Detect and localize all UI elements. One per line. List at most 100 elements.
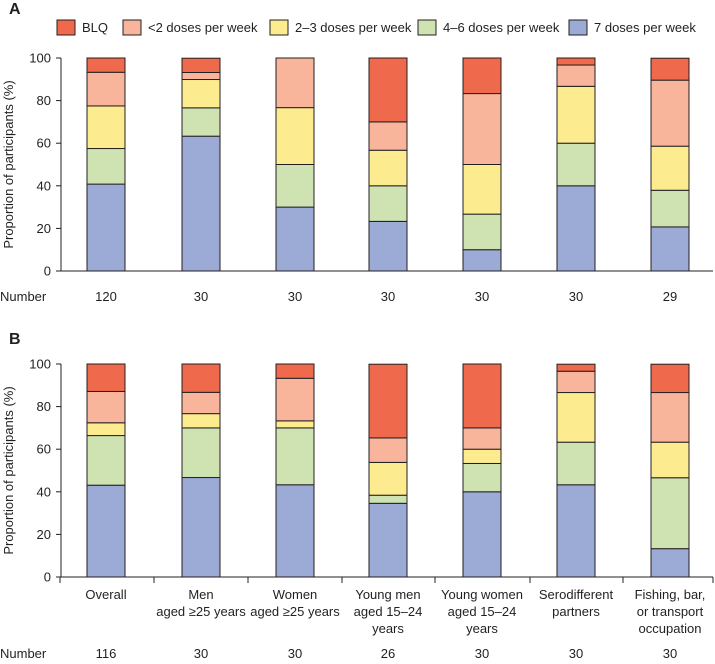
number-row-label: Number (0, 646, 47, 661)
bar-segment-d7 (275, 484, 315, 578)
bar-segment-d7 (650, 548, 690, 578)
panel-b: B Proportion of participants (%) 0 20 40 60 80… (0, 331, 714, 661)
bar-segment-BLQ (368, 363, 408, 439)
bar-segment-d7 (650, 226, 690, 272)
category-label: Men (188, 587, 213, 602)
y-tick-label: 20 (37, 221, 51, 236)
bar-segment-BLQ (650, 363, 690, 394)
bar-segment-BLQ (462, 363, 502, 429)
bar-segment-d46 (650, 189, 690, 228)
legend-label-d7: 7 doses per week (594, 20, 696, 35)
bar-segment-lt2 (275, 57, 315, 109)
bar-segment-lt2 (368, 437, 408, 463)
bar-segment-d46 (556, 441, 596, 486)
bar-segment-d23 (275, 420, 315, 429)
bar-segment-d23 (368, 149, 408, 187)
y-tick-label: 80 (37, 399, 51, 414)
bar-segment-d23 (275, 107, 315, 165)
bar-segment-d23 (556, 392, 596, 443)
bar-segment-lt2 (181, 391, 221, 415)
number-value: 30 (288, 289, 302, 304)
y-tick-label: 60 (37, 136, 51, 151)
legend-swatch-d7 (568, 19, 588, 36)
bar-segment-BLQ (86, 57, 126, 73)
number-value: 30 (663, 646, 677, 661)
bar-segment-d46 (181, 427, 221, 479)
category-label: Serodifferent (539, 587, 614, 602)
category-label: aged ≥25 years (156, 604, 246, 619)
legend-swatch-d23 (269, 19, 289, 36)
bar-segment-BLQ (556, 57, 596, 66)
category-label: aged 15–24 (354, 604, 423, 619)
category-label: Fishing, bar, (635, 587, 706, 602)
legend-label-lt2: <2 doses per week (148, 20, 258, 35)
bar-segment-d46 (86, 148, 126, 185)
number-value: 30 (569, 646, 583, 661)
category-label: Overall (85, 587, 126, 602)
category-label: Women (273, 587, 318, 602)
bar-segment-d23 (368, 461, 408, 496)
y-tick-label: 40 (37, 484, 51, 499)
bar-segment-d7 (368, 220, 408, 272)
bar-segment-d23 (650, 441, 690, 479)
legend-swatch-d46 (417, 19, 437, 36)
bar-segment-d46 (368, 494, 408, 504)
legend-label-BLQ: BLQ (82, 20, 108, 35)
bar-segment-lt2 (86, 71, 126, 107)
bar-segment-BLQ (181, 363, 221, 393)
number-value: 29 (663, 289, 677, 304)
bar-segment-d23 (86, 105, 126, 150)
category-label: Young men (355, 587, 420, 602)
bar-segment-BLQ (556, 363, 596, 372)
bar-segment-d7 (462, 249, 502, 272)
bar-segment-d7 (556, 484, 596, 578)
bar-segment-d23 (86, 422, 126, 437)
number-value: 30 (475, 646, 489, 661)
bar-segment-lt2 (181, 71, 221, 81)
bar-segment-lt2 (556, 370, 596, 394)
y-tick-label: 0 (44, 570, 51, 585)
legend: BLQ <2 doses per week 2–3 doses per week 4–… (56, 19, 696, 36)
bar-segment-d46 (650, 477, 690, 550)
y-axis-label: Proportion of participants (%) (1, 386, 16, 554)
panel-letter: A (9, 1, 21, 18)
bar-segment-d7 (181, 135, 221, 272)
bar-segment-BLQ (275, 363, 315, 379)
y-tick-label: 40 (37, 178, 51, 193)
number-value: 30 (194, 289, 208, 304)
bar-segment-BLQ (86, 363, 126, 392)
panel-letter: B (9, 331, 21, 348)
category-label: partners (552, 604, 600, 619)
category-label: years (372, 621, 404, 636)
y-axis-label: Proportion of participants (%) (1, 80, 16, 248)
number-value: 30 (288, 646, 302, 661)
bar-segment-d46 (462, 462, 502, 493)
bar-segment-d7 (275, 206, 315, 272)
bar-segment-d46 (275, 164, 315, 208)
bar-segment-d23 (462, 448, 502, 464)
category-label: aged 15–24 (448, 604, 517, 619)
category-label: or transport (637, 604, 704, 619)
bar-segment-d46 (275, 427, 315, 486)
number-value: 30 (475, 289, 489, 304)
panel-a: A Proportion of participants (%) 0 20 40 60 80… (0, 1, 713, 304)
bar-segment-lt2 (650, 79, 690, 147)
bar-segment-BLQ (368, 57, 408, 123)
bar-segment-d46 (462, 213, 502, 251)
number-value: 30 (569, 289, 583, 304)
y-tick-label: 20 (37, 527, 51, 542)
category-label: Young women (441, 587, 523, 602)
legend-swatch-BLQ (56, 19, 76, 36)
bar-segment-d7 (181, 477, 221, 578)
bar-segment-BLQ (181, 57, 221, 73)
number-value: 30 (381, 289, 395, 304)
bar-segment-d7 (556, 185, 596, 272)
y-tick-label: 60 (37, 442, 51, 457)
legend-swatch-lt2 (122, 19, 142, 36)
bar-segment-d23 (181, 413, 221, 429)
bar-segment-d7 (86, 183, 126, 272)
bar-segment-d7 (462, 491, 502, 578)
bar-segment-lt2 (368, 121, 408, 151)
y-tick-label: 100 (29, 51, 51, 66)
